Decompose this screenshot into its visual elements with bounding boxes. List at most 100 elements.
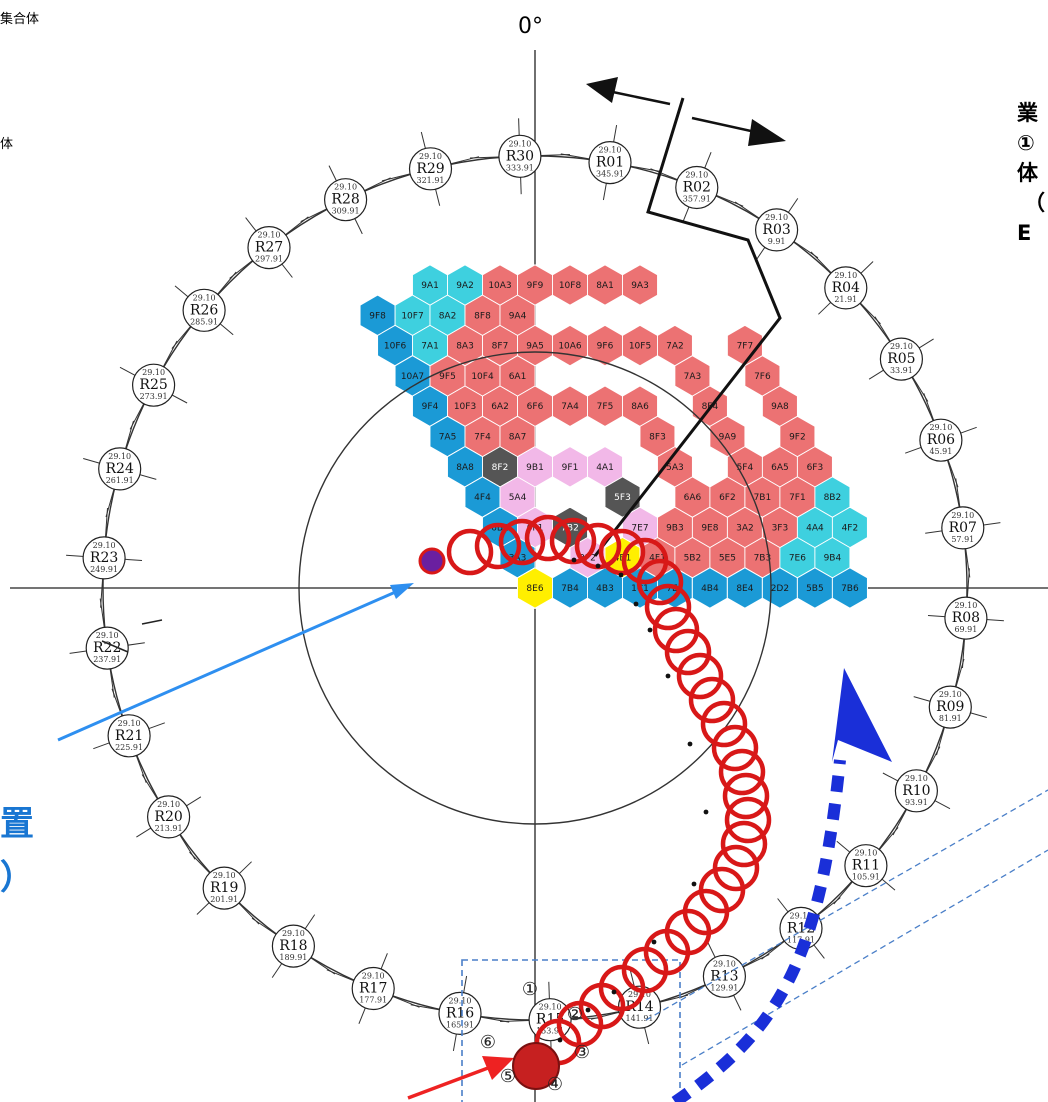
station-top-label: 29.10: [713, 959, 736, 968]
station-label: R17: [359, 981, 387, 997]
fuel-cell-label: 9F4: [422, 402, 439, 412]
station-top-label: 29.10: [282, 929, 305, 938]
fuel-cell-label: 4A1: [596, 463, 614, 473]
red-trace-circle: [676, 652, 724, 700]
trace-dot: [618, 572, 624, 578]
station-top-label: 29.10: [539, 1003, 562, 1012]
blue-dash-line-lower: [681, 849, 1048, 1066]
station-label: R23: [90, 550, 118, 566]
station-angle: 21.91: [834, 295, 857, 304]
fuel-cell-label: 3A2: [736, 523, 754, 533]
blue-dotted-arrowhead: [832, 668, 892, 762]
station-label: R24: [106, 461, 134, 477]
fuel-cell-label: 9B1: [526, 463, 544, 473]
red-trace-circle: [664, 628, 712, 676]
station-angle: 261.91: [106, 476, 134, 485]
red-pointer-head: [482, 1056, 514, 1080]
station-circle: [675, 165, 719, 210]
fuel-cell-label: 5B2: [684, 554, 702, 564]
station-angle: 345.91: [596, 170, 624, 179]
station-circle: [182, 288, 226, 332]
fuel-cell-label: 10A3: [488, 281, 511, 291]
red-pointer-line: [407, 1066, 489, 1100]
station-label: R01: [596, 155, 624, 171]
fuel-cell-label: 7E6: [789, 554, 806, 564]
fuel-cell-label: 9A8: [771, 402, 789, 412]
fuel-cell-label: 8E6: [526, 584, 543, 594]
fuel-cell-label: 8F2: [492, 463, 509, 473]
station-top-label: 29.10: [628, 990, 651, 999]
station-circle: [941, 506, 985, 550]
fuel-cell-label: 4B4: [701, 584, 719, 594]
station-angle: 93.91: [905, 798, 928, 807]
fuel-cell-label: 7B6: [841, 584, 859, 594]
red-circle-path: [418, 514, 772, 1090]
station-top-label: 29.10: [157, 800, 180, 809]
fuel-cell: [831, 567, 868, 609]
station-angle: 285.91: [190, 317, 218, 326]
fuel-cell-label: 7A4: [561, 402, 579, 412]
fuel-cell-label: 6B1: [491, 523, 509, 533]
red-trace-circle: [446, 528, 494, 576]
trace-dot: [647, 627, 653, 633]
fuel-cell-label: 9A1: [421, 281, 439, 291]
left-note-top: 置: [0, 804, 34, 844]
numbered-point-label: ②: [567, 1004, 583, 1025]
station-top-label: 29.10: [118, 719, 141, 728]
fuel-cell-label: 10A6: [558, 342, 582, 352]
fuel-cell-label: 9B3: [666, 523, 684, 533]
station-label: R09: [936, 699, 964, 715]
fuel-cell-label: 7A5: [439, 433, 457, 443]
station-label: R21: [115, 728, 143, 744]
left-note-bottom: ）: [0, 858, 34, 898]
station-circle: [351, 966, 395, 1011]
station-circle: [98, 447, 142, 491]
fuel-cell-label: 6A6: [684, 493, 702, 503]
inner-reference-circle: [298, 351, 772, 825]
station-label: R03: [762, 222, 790, 238]
red-trace-circle: [474, 522, 522, 570]
boundary-line: [593, 97, 782, 557]
highlighted-station-circle: [512, 1042, 560, 1090]
station-angle: 333.91: [506, 163, 534, 172]
station-circle: [132, 363, 176, 407]
fuel-cell-label: 4F4: [474, 493, 491, 503]
fuel-cell-label: 8A7: [509, 433, 527, 443]
station-circle: [824, 266, 868, 310]
fuel-cell-label: 10F8: [559, 281, 582, 291]
station-circle: [894, 769, 939, 813]
station-angle: 213.91: [155, 824, 183, 833]
trace-dot: [595, 563, 601, 569]
station-angle: 177.91: [359, 996, 387, 1005]
station-angle: 141.91: [626, 1014, 654, 1023]
station-top-label: 29.10: [905, 774, 928, 783]
station-top-label: 29.10: [599, 146, 622, 155]
fuel-cell-label: 9A2: [456, 281, 474, 291]
station-angle: 237.91: [93, 655, 121, 664]
station-top-label: 29.10: [685, 171, 708, 180]
fuel-cell-label: 2D2: [771, 584, 789, 594]
station-angle: 201.91: [210, 895, 238, 904]
fuel-cell-label: 9E8: [701, 523, 718, 533]
fuel-cell-label: 9F2: [789, 433, 806, 443]
station-angle: 81.91: [939, 714, 962, 723]
station-label: R22: [93, 640, 121, 656]
station-label: R11: [852, 858, 880, 874]
red-trace-circle: [524, 514, 572, 562]
red-trace-circle: [722, 772, 770, 820]
fuel-cell-label: 8F3: [649, 433, 666, 443]
station-top-label: 29.10: [954, 601, 977, 610]
trace-dot: [651, 939, 657, 945]
tick-mark: [141, 619, 163, 625]
